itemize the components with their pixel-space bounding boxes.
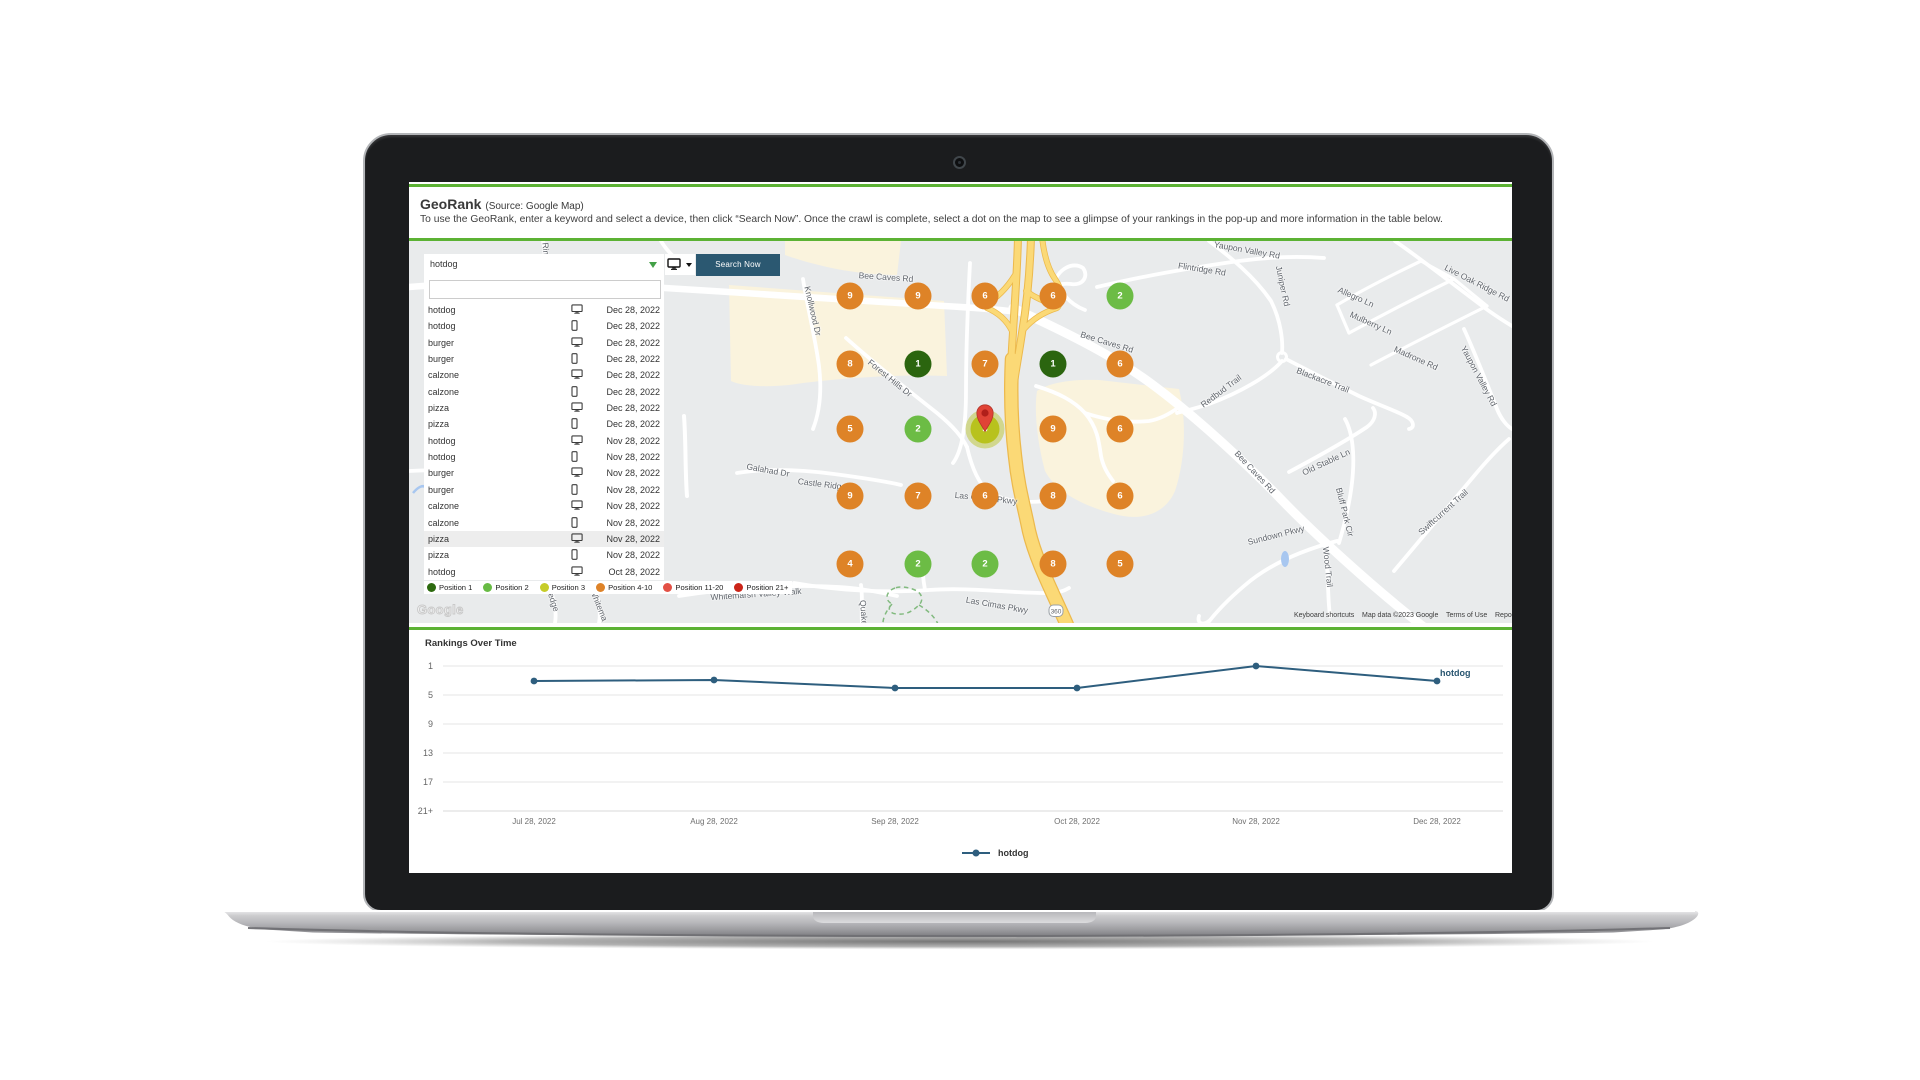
svg-text:hotdog: hotdog: [998, 848, 1029, 858]
svg-text:13: 13: [423, 748, 433, 758]
svg-text:21+: 21+: [418, 806, 433, 816]
svg-text:9: 9: [428, 719, 433, 729]
svg-text:Jul 28, 2022: Jul 28, 2022: [512, 817, 556, 826]
svg-text:360: 360: [1051, 609, 1062, 616]
svg-text:hotdog: hotdog: [1440, 668, 1471, 678]
svg-text:Nov 28, 2022: Nov 28, 2022: [1232, 817, 1280, 826]
svg-text:Dec 28, 2022: Dec 28, 2022: [1413, 817, 1461, 826]
svg-text:Aug 28, 2022: Aug 28, 2022: [690, 817, 738, 826]
svg-text:Oct 28, 2022: Oct 28, 2022: [1054, 817, 1100, 826]
svg-text:17: 17: [423, 777, 433, 787]
svg-text:5: 5: [428, 690, 433, 700]
svg-text:1: 1: [428, 661, 433, 671]
svg-text:Sep 28, 2022: Sep 28, 2022: [871, 817, 919, 826]
